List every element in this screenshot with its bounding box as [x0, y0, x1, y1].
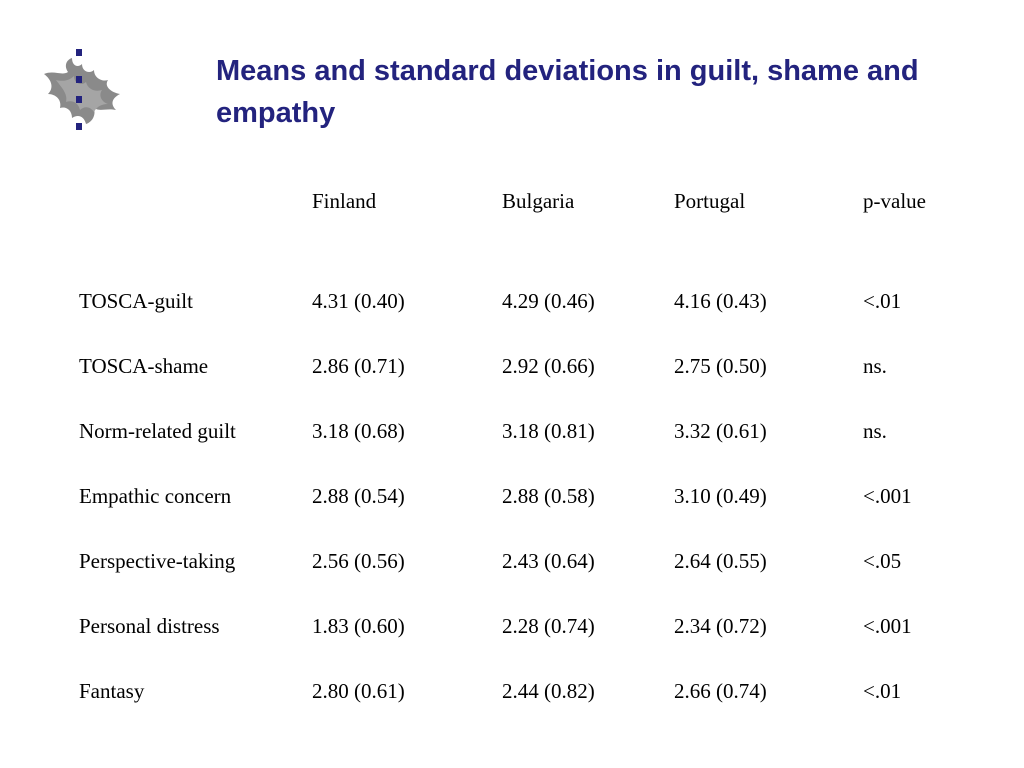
- table-cell: 3.18 (0.68): [312, 419, 405, 443]
- column-header-bulgaria: Bulgaria: [502, 189, 575, 213]
- table-cell: <.01: [863, 289, 902, 313]
- table-cell: ns.: [863, 354, 887, 378]
- table-cell: <.001: [863, 614, 912, 638]
- column-header-p-value: p-value: [863, 189, 926, 213]
- table-cell: 2.56 (0.56): [312, 549, 405, 573]
- row-label: Norm-related guilt: [79, 419, 236, 443]
- table-cell: 2.80 (0.61): [312, 679, 405, 703]
- table-cell: 2.75 (0.50): [674, 354, 767, 378]
- table-cell: 3.18 (0.81): [502, 419, 595, 443]
- table-cell: <.001: [863, 484, 912, 508]
- table-cell: 1.83 (0.60): [312, 614, 405, 638]
- table-cell: 2.28 (0.74): [502, 614, 595, 638]
- row-label: TOSCA-shame: [79, 354, 209, 378]
- table-cell: 2.88 (0.54): [312, 484, 405, 508]
- row-label: TOSCA-guilt: [79, 289, 193, 313]
- table-cell: 2.43 (0.64): [502, 549, 595, 573]
- column-header-portugal: Portugal: [674, 189, 746, 213]
- row-label: Fantasy: [79, 679, 145, 703]
- table-cell: 4.31 (0.40): [312, 289, 405, 313]
- table-cell: 2.44 (0.82): [502, 679, 595, 703]
- table-cell: 4.29 (0.46): [502, 289, 595, 313]
- table-cell: 2.66 (0.74): [674, 679, 767, 703]
- table-cell: 4.16 (0.43): [674, 289, 767, 313]
- table-cell: 2.88 (0.58): [502, 484, 595, 508]
- table-cell: <.05: [863, 549, 902, 573]
- row-label: Empathic concern: [79, 484, 232, 508]
- table-cell: 3.32 (0.61): [674, 419, 767, 443]
- slide-title: Means and standard deviations in guilt, …: [216, 55, 919, 129]
- table-cell: 2.34 (0.72): [674, 614, 767, 638]
- row-label: Personal distress: [79, 614, 220, 638]
- table-cell: ns.: [863, 419, 887, 443]
- table-cell: 2.92 (0.66): [502, 354, 595, 378]
- row-label: Perspective-taking: [79, 549, 236, 573]
- university-flame-logo-icon: [44, 49, 120, 130]
- table-cell: <.01: [863, 679, 902, 703]
- table-cell: 2.86 (0.71): [312, 354, 405, 378]
- table-cell: 2.64 (0.55): [674, 549, 767, 573]
- table-cell: 3.10 (0.49): [674, 484, 767, 508]
- column-header-finland: Finland: [312, 189, 377, 213]
